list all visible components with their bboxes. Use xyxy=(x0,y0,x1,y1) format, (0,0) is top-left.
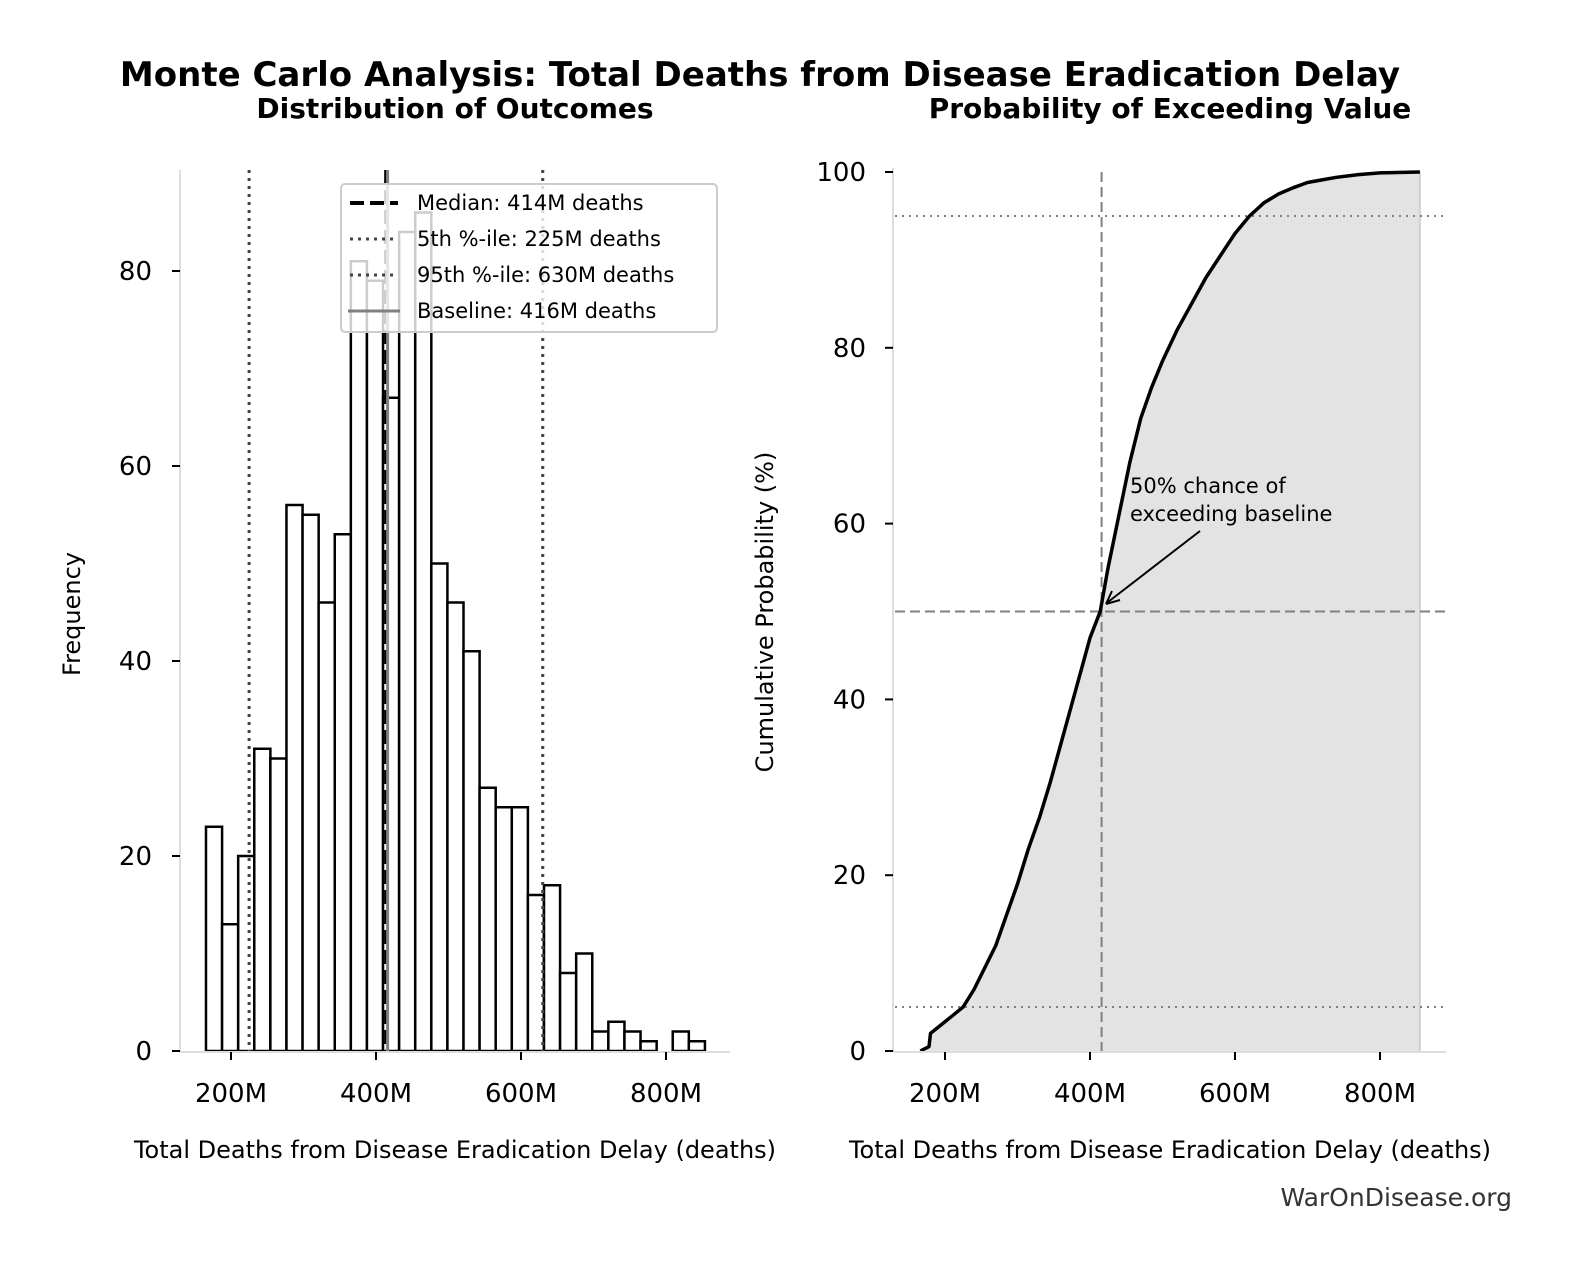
cdf-curve xyxy=(919,170,1420,1053)
histogram-bar xyxy=(333,533,353,1053)
histogram-y-ticks: 0 20 40 60 80 xyxy=(119,257,180,1067)
histogram-y-label: Frequency xyxy=(58,552,86,676)
legend-baseline-label: Baseline: 416M deaths xyxy=(417,299,656,323)
histogram-bar xyxy=(269,757,288,1053)
histogram-bar xyxy=(558,971,578,1053)
cdf-x-ticks: 200M 400M 600M 800M xyxy=(909,1052,1416,1109)
annotation-line-2: exceeding baseline xyxy=(1130,502,1332,526)
x-tick-label: 800M xyxy=(630,1079,702,1109)
histogram-bar xyxy=(671,1030,691,1053)
y-tick-label: 60 xyxy=(833,510,866,540)
x-tick-label: 200M xyxy=(195,1079,267,1109)
cdf-title: Probability of Exceeding Value xyxy=(929,92,1412,125)
x-tick-label: 400M xyxy=(1054,1079,1126,1109)
histogram-bar xyxy=(365,279,385,1053)
histogram-bar xyxy=(236,854,256,1053)
figure-suptitle: Monte Carlo Analysis: Total Deaths from … xyxy=(120,55,1400,95)
cdf-x-label: Total Deaths from Disease Eradication De… xyxy=(848,1136,1491,1164)
histogram-bar xyxy=(413,211,433,1053)
histogram-bar xyxy=(639,1040,658,1053)
watermark: WarOnDisease.org xyxy=(1280,1183,1512,1212)
histogram-bar xyxy=(687,1040,707,1053)
y-tick-label: 20 xyxy=(833,861,866,891)
histogram-x-ticks: 200M 400M 600M 800M xyxy=(195,1052,702,1109)
histogram-bar xyxy=(607,1020,626,1053)
y-tick-label: 100 xyxy=(816,158,866,188)
cdf-y-label: Cumulative Probability (%) xyxy=(751,452,779,773)
y-tick-label: 80 xyxy=(119,257,152,287)
histogram-x-label: Total Deaths from Disease Eradication De… xyxy=(133,1136,776,1164)
x-tick-label: 400M xyxy=(340,1079,412,1109)
histogram-legend: Median: 414M deaths 5th %-ile: 225M deat… xyxy=(340,183,718,333)
y-tick-label: 40 xyxy=(119,647,152,677)
histogram-bar xyxy=(317,601,336,1053)
annotation-arrow-shaft xyxy=(1107,530,1201,603)
annotation-line-1: 50% chance of xyxy=(1130,474,1286,498)
cdf-annotation: 50% chance of exceeding baseline xyxy=(1105,474,1332,605)
histogram-bar xyxy=(204,825,224,1053)
y-tick-label: 60 xyxy=(119,452,152,482)
histogram-bar xyxy=(220,923,240,1053)
y-tick-label: 0 xyxy=(135,1037,152,1067)
histogram-bar xyxy=(478,786,497,1053)
histogram-title: Distribution of Outcomes xyxy=(256,92,653,125)
histogram-bar xyxy=(349,260,369,1053)
legend-p5-label: 5th %-ile: 225M deaths xyxy=(417,227,661,251)
histogram-bar xyxy=(591,1030,610,1053)
y-tick-label: 80 xyxy=(833,334,866,364)
histogram-bar xyxy=(301,513,320,1053)
histogram-bar xyxy=(510,806,530,1053)
x-tick-label: 800M xyxy=(1344,1079,1416,1109)
legend-box xyxy=(340,183,718,333)
x-tick-label: 200M xyxy=(909,1079,981,1109)
histogram-bar xyxy=(446,601,465,1053)
legend-median-label: Median: 414M deaths xyxy=(417,191,644,215)
histogram-bar xyxy=(397,230,417,1053)
y-tick-label: 20 xyxy=(119,842,152,872)
histogram-bar xyxy=(285,503,304,1053)
cdf-y-ticks: 0 20 40 60 80 100 xyxy=(816,158,893,1067)
histogram-bar xyxy=(462,650,481,1053)
histogram-bar xyxy=(623,1030,642,1053)
y-tick-label: 0 xyxy=(849,1037,866,1067)
y-tick-label: 40 xyxy=(833,685,866,715)
histogram-bars xyxy=(204,211,707,1053)
histogram-bar xyxy=(542,884,562,1053)
histogram-bar xyxy=(430,562,449,1053)
histogram-bar xyxy=(494,806,514,1053)
histogram-bar xyxy=(253,747,272,1053)
histogram-panel: Distribution of Outcomes 0 20 40 60 80 200M 4… xyxy=(58,92,776,1164)
x-tick-label: 600M xyxy=(485,1079,557,1109)
x-tick-label: 600M xyxy=(1199,1079,1271,1109)
legend-p95-label: 95th %-ile: 630M deaths xyxy=(417,263,674,287)
annotation-arrowhead-icon xyxy=(1105,590,1121,605)
cdf-panel: Probability of Exceeding Value 0 20 40 60 80… xyxy=(751,92,1491,1164)
histogram-bar xyxy=(574,952,594,1053)
